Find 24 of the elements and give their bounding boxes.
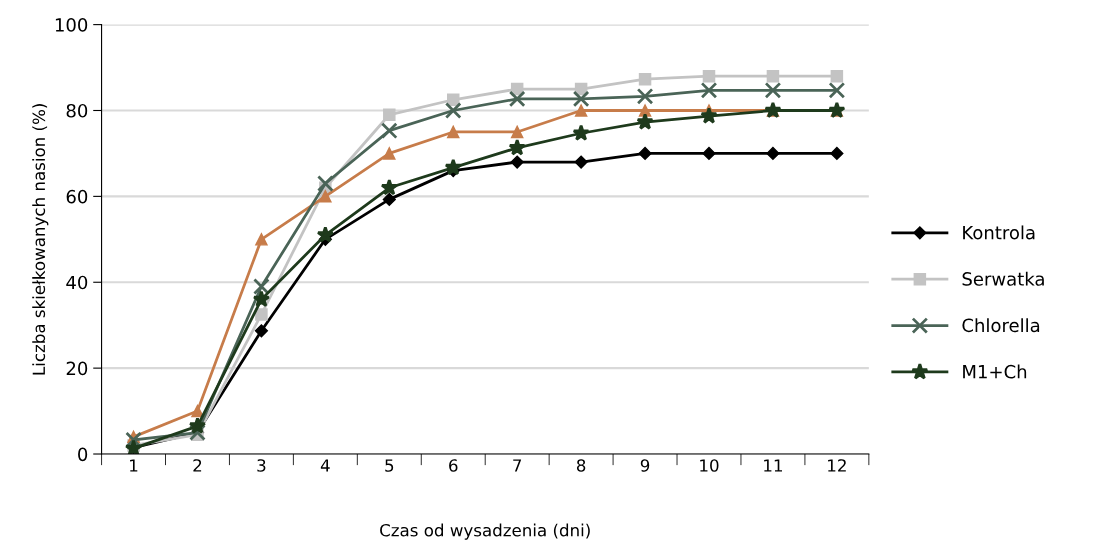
y-tick-label: 80 bbox=[66, 103, 88, 118]
x-tick-label: 11 bbox=[764, 459, 782, 472]
y-tick-label: 40 bbox=[66, 275, 88, 290]
x-tick-label: 1 bbox=[130, 459, 138, 472]
legend-label: Chlorella bbox=[962, 318, 1040, 333]
x-tick-label: 4 bbox=[320, 459, 330, 472]
x-tick-label: 5 bbox=[385, 459, 394, 472]
y-tick-label: 20 bbox=[66, 361, 88, 376]
x-tick-label: 7 bbox=[513, 459, 522, 472]
x-tick-label: 6 bbox=[449, 459, 458, 472]
x-tick-label: 2 bbox=[193, 459, 202, 472]
y-tick-label: 100 bbox=[55, 18, 88, 32]
x-axis-title: Czas od wysadzenia (dni) bbox=[380, 523, 590, 540]
x-tick-label: 10 bbox=[700, 459, 719, 472]
legend-label: Kontrola bbox=[963, 225, 1035, 240]
x-tick-label: 3 bbox=[257, 459, 266, 472]
legend-label: Serwatka bbox=[962, 271, 1044, 286]
y-tick-label: 0 bbox=[78, 447, 88, 462]
y-axis-title: Liczba skiełkowanych nasion (%) bbox=[32, 104, 49, 375]
legend-label: M1+Ch bbox=[963, 364, 1027, 379]
x-tick-label: 12 bbox=[828, 459, 846, 472]
x-tick-label: 9 bbox=[640, 459, 650, 472]
x-tick-label: 8 bbox=[576, 459, 586, 472]
y-tick-label: 60 bbox=[66, 189, 88, 204]
